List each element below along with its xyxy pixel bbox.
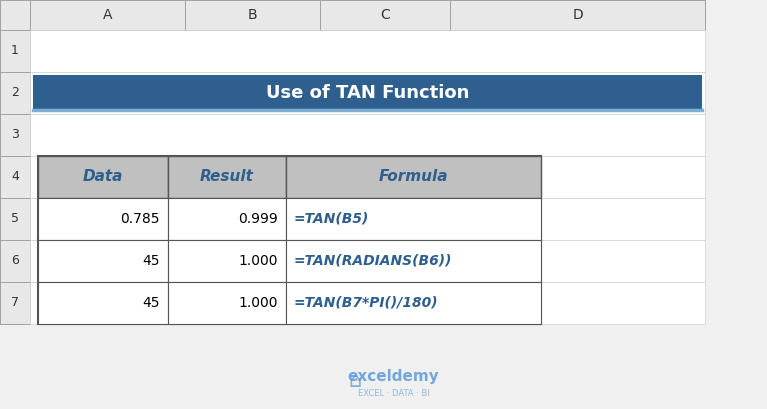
Text: D: D [572, 8, 583, 22]
Bar [38, 240, 168, 282]
Bar [30, 156, 705, 198]
Bar [286, 282, 541, 324]
Text: ⌂: ⌂ [349, 371, 362, 391]
Text: 7: 7 [11, 297, 19, 310]
Bar [0, 0, 30, 30]
Text: 6: 6 [11, 254, 19, 267]
Bar [168, 198, 286, 240]
Text: =TAN(RADIANS(B6)): =TAN(RADIANS(B6)) [294, 254, 453, 268]
Text: 3: 3 [11, 128, 19, 142]
Bar [30, 282, 705, 324]
Text: 4: 4 [11, 171, 19, 184]
Text: 45: 45 [143, 254, 160, 268]
Text: =TAN(B5): =TAN(B5) [294, 212, 370, 226]
Text: 0.999: 0.999 [239, 212, 278, 226]
Text: exceldemy: exceldemy [347, 369, 439, 384]
Bar [30, 240, 705, 282]
Text: Data: Data [83, 169, 123, 184]
Text: 5: 5 [11, 213, 19, 225]
Text: 45: 45 [143, 296, 160, 310]
Bar [38, 156, 541, 324]
Text: Use of TAN Function: Use of TAN Function [266, 84, 469, 102]
Bar [286, 156, 541, 198]
Text: =TAN(B7*PI()/180): =TAN(B7*PI()/180) [294, 296, 439, 310]
Bar [0, 30, 30, 72]
Bar [0, 240, 30, 282]
Text: Formula: Formula [379, 169, 448, 184]
Text: A: A [103, 8, 112, 22]
Text: C: C [380, 8, 390, 22]
Bar [0, 156, 30, 198]
Text: Result: Result [200, 169, 254, 184]
Bar [168, 282, 286, 324]
Bar [0, 282, 30, 324]
Text: 1.000: 1.000 [239, 296, 278, 310]
Bar [30, 30, 705, 72]
Bar [30, 0, 185, 30]
Bar [185, 0, 320, 30]
Bar [0, 114, 30, 156]
Bar [168, 240, 286, 282]
Bar [38, 282, 168, 324]
Bar [38, 198, 168, 240]
Text: 1.000: 1.000 [239, 254, 278, 268]
Bar [30, 198, 705, 240]
Text: B: B [248, 8, 257, 22]
Bar [320, 0, 450, 30]
Text: 0.785: 0.785 [120, 212, 160, 226]
Text: EXCEL · DATA · BI: EXCEL · DATA · BI [357, 389, 430, 398]
Bar [30, 72, 705, 114]
Text: 2: 2 [11, 86, 19, 99]
Bar [450, 0, 705, 30]
Bar [0, 72, 30, 114]
Bar [33, 75, 702, 110]
Bar [38, 156, 168, 198]
Text: 1: 1 [11, 45, 19, 58]
Bar [168, 156, 286, 198]
Bar [0, 198, 30, 240]
Bar [286, 240, 541, 282]
Bar [286, 198, 541, 240]
Bar [30, 114, 705, 156]
